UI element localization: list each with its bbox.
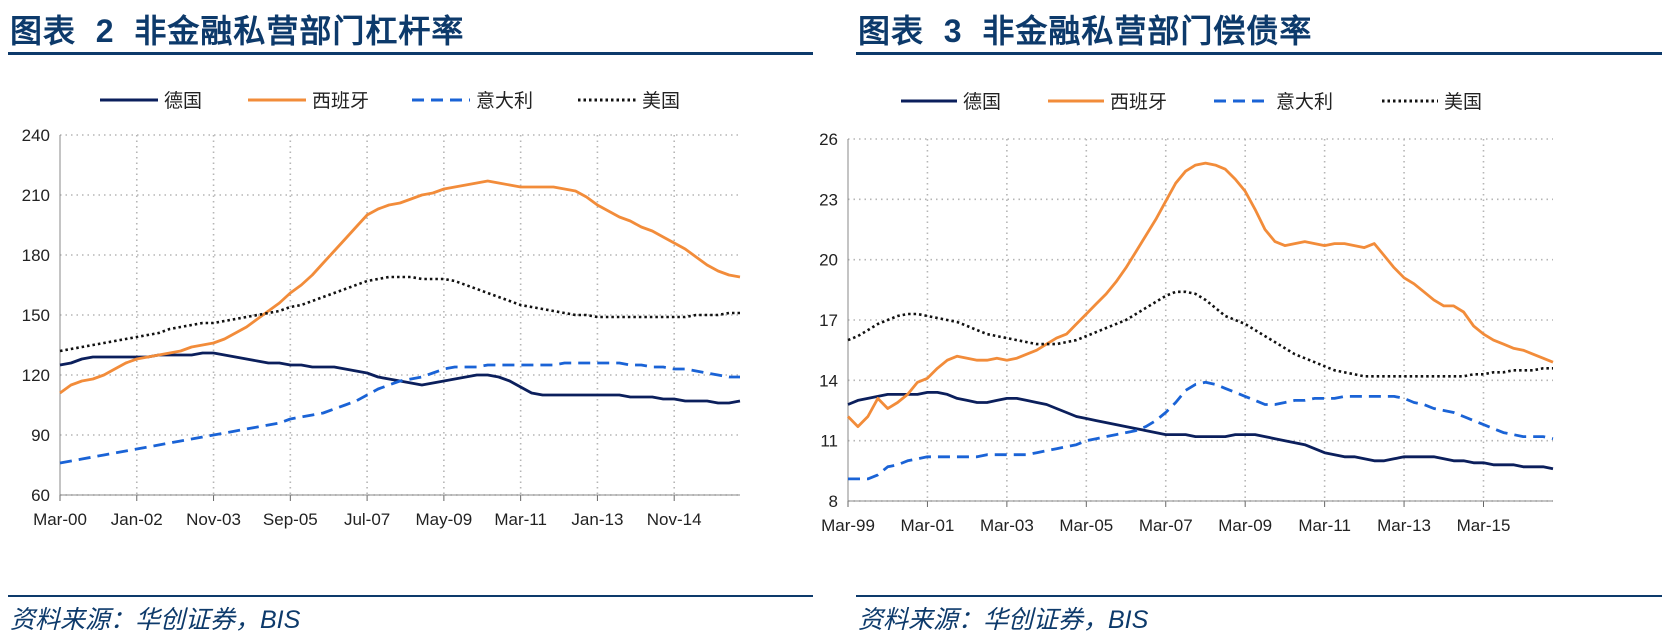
y-tick-label: 180 bbox=[22, 246, 50, 265]
x-tick-label: Mar-03 bbox=[980, 516, 1034, 535]
legend-label-2: 意大利 bbox=[1276, 91, 1333, 113]
y-tick-label: 210 bbox=[22, 186, 50, 205]
x-tick-label: Mar-00 bbox=[33, 510, 87, 529]
legend-label-3: 美国 bbox=[642, 90, 680, 112]
figure-3-panel: 图表 3 非金融私营部门偿债率 8 11 14 17 20 23 26 Mar-99 Mar-0… bbox=[819, 0, 1662, 641]
figure-2-top-rule bbox=[8, 52, 813, 55]
figure-2-panel: 图表 2 非金融私营部门杠杆率 60 90 120 150 180 210 240 Mar-0… bbox=[0, 0, 820, 641]
legend-label-0: 德国 bbox=[963, 91, 1001, 113]
figure-2-number: 2 bbox=[95, 13, 115, 49]
legend-label-0: 德国 bbox=[164, 90, 202, 112]
y-tick-label: 14 bbox=[819, 371, 838, 390]
figure-3-top-rule bbox=[856, 52, 1662, 55]
x-tick-label: Nov-03 bbox=[186, 510, 241, 529]
figure-3-number: 3 bbox=[943, 13, 963, 49]
figure-3-title-text: 非金融私营部门偿债率 bbox=[982, 13, 1313, 49]
y-tick-label: 120 bbox=[22, 366, 50, 385]
legend-label-3: 美国 bbox=[1444, 91, 1482, 113]
figure-2-label: 图表 bbox=[10, 13, 77, 49]
figure-2-chart: 60 90 120 150 180 210 240 Mar-00 Jan-02 Nov-03 Sep… bbox=[22, 90, 741, 529]
y-tick-label: 26 bbox=[819, 130, 838, 149]
series-line-1 bbox=[59, 179, 741, 395]
x-tick-label: Jul-07 bbox=[344, 510, 390, 529]
legend-label-1: 西班牙 bbox=[1110, 91, 1167, 113]
x-tick-label: Sep-05 bbox=[263, 510, 318, 529]
y-tick-label: 11 bbox=[820, 432, 838, 451]
series-line-3 bbox=[59, 275, 740, 353]
series-line-1 bbox=[847, 161, 1554, 429]
series-line-2 bbox=[848, 380, 1554, 481]
x-tick-label: Nov-14 bbox=[647, 510, 702, 529]
y-tick-label: 150 bbox=[22, 306, 50, 325]
x-tick-label: Mar-09 bbox=[1218, 516, 1272, 535]
x-tick-label: Mar-05 bbox=[1059, 516, 1113, 535]
series-line-2 bbox=[59, 361, 740, 465]
legend-label-2: 意大利 bbox=[476, 90, 533, 112]
y-tick-label: 60 bbox=[31, 486, 50, 505]
x-tick-label: Mar-15 bbox=[1457, 516, 1511, 535]
figure-3-label: 图表 bbox=[858, 13, 925, 49]
x-tick-label: Jan-13 bbox=[571, 510, 623, 529]
y-tick-label: 90 bbox=[31, 426, 50, 445]
y-tick-label: 20 bbox=[819, 251, 838, 270]
series-line-3 bbox=[847, 290, 1553, 378]
series-line-0 bbox=[59, 351, 741, 405]
figure-2-title: 图表 2 非金融私营部门杠杆率 bbox=[10, 6, 464, 52]
figure-3-source: 资料来源：华创证券，BIS bbox=[858, 606, 1149, 634]
x-tick-label: Mar-11 bbox=[1298, 516, 1351, 535]
figure-3-bottom-rule bbox=[856, 595, 1662, 597]
y-tick-label: 17 bbox=[819, 311, 838, 330]
figure-2-source: 资料来源：华创证券，BIS bbox=[10, 606, 301, 634]
x-tick-label: Mar-99 bbox=[821, 516, 875, 535]
y-tick-label: 23 bbox=[819, 190, 838, 209]
figure-2-bottom-rule bbox=[8, 595, 813, 597]
y-tick-label: 8 bbox=[829, 492, 838, 511]
x-tick-label: Mar-07 bbox=[1139, 516, 1193, 535]
x-tick-label: Mar-01 bbox=[901, 516, 955, 535]
figure-3-title: 图表 3 非金融私营部门偿债率 bbox=[858, 6, 1312, 52]
x-tick-label: May-09 bbox=[416, 510, 473, 529]
y-tick-label: 240 bbox=[22, 126, 50, 145]
x-tick-label: Mar-13 bbox=[1377, 516, 1431, 535]
series-line-0 bbox=[847, 390, 1554, 471]
x-tick-label: Mar-11 bbox=[494, 510, 547, 529]
figure-2-title-text: 非金融私营部门杠杆率 bbox=[134, 13, 465, 49]
x-tick-label: Jan-02 bbox=[111, 510, 163, 529]
figure-3-chart: 8 11 14 17 20 23 26 Mar-99 Mar-01 Mar-03 Mar-05 Mar… bbox=[819, 91, 1554, 535]
legend-label-1: 西班牙 bbox=[312, 90, 369, 112]
